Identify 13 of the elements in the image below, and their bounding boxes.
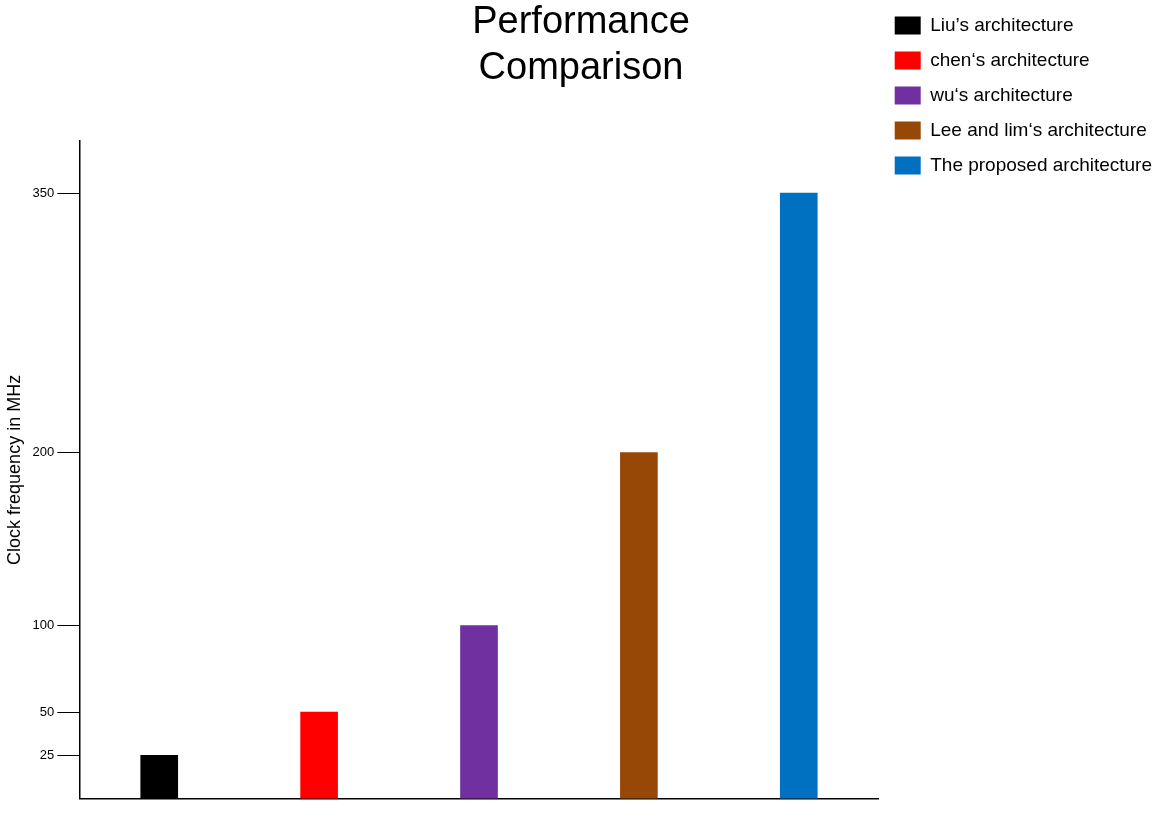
- y-axis-title: Clock frequency in MHz: [3, 374, 24, 565]
- y-tick-label: 25: [39, 746, 55, 762]
- text: Comparison: [478, 44, 684, 87]
- y-tick-label: 200: [32, 444, 55, 460]
- y-tick-label: 50: [39, 703, 55, 719]
- legend-label: wu‘s architecture: [929, 83, 1073, 105]
- legend-label: chen‘s architecture: [930, 48, 1090, 70]
- y-tick-label: 100: [32, 617, 55, 633]
- y-tick-label: 350: [32, 184, 55, 200]
- legend-label: Lee and lim‘s architecture: [930, 118, 1147, 140]
- text: Performance: [472, 0, 690, 42]
- legend-label: Liu’s architecture: [930, 13, 1074, 35]
- legend-label: The proposed architecture: [930, 153, 1152, 175]
